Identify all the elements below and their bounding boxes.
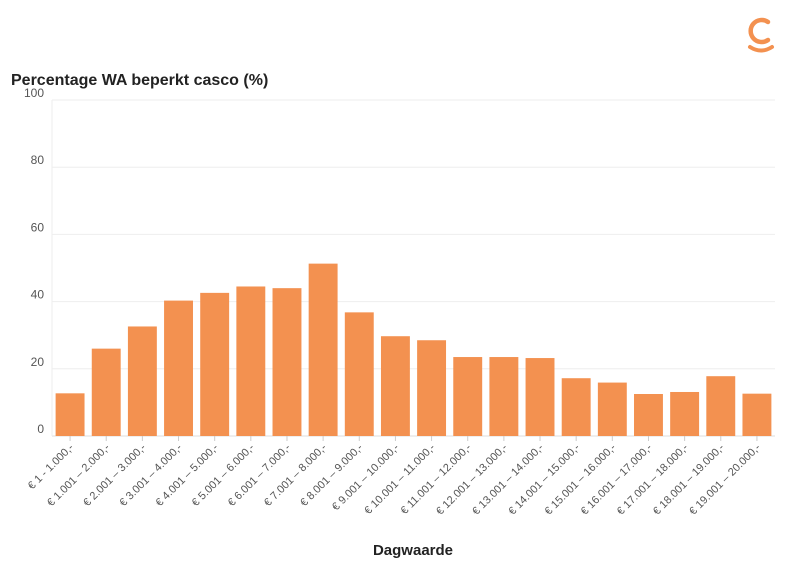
y-tick-label: 80 [31,153,45,167]
x-tick-label: € 19.001 – 20.000,- [687,441,763,517]
bar [561,378,591,436]
bar [489,357,519,436]
y-tick-label: 100 [24,86,44,100]
x-tick-label: € 4.001 – 5.000,- [153,441,221,509]
bar [453,357,483,436]
y-tick-label: 40 [31,288,45,302]
bar [706,376,736,436]
bar [236,286,266,436]
y-tick-label: 0 [37,422,44,436]
x-tick-label: € 6.001 – 7.000,- [226,441,294,509]
bar [742,393,772,436]
x-tick-label: € 3.001 – 4.000,- [117,441,185,509]
bar [272,288,302,436]
bar [417,340,447,436]
bar [164,300,193,436]
bar [200,292,230,436]
x-axis-title: Dagwaarde [373,542,453,559]
bar [670,391,700,436]
x-tick-label: € 2.001 – 3.000,- [81,441,149,509]
bar [380,336,410,436]
bar [91,348,121,436]
bar [308,263,338,436]
x-tick-label: € 5.001 – 6.000,- [190,441,258,509]
bar [634,394,663,436]
bar [525,358,555,436]
brand-logo-icon [744,14,778,54]
bar [344,312,374,436]
x-tick-label: € 8.001 – 9.000,- [298,441,366,509]
chart-title: Percentage WA beperkt casco (%) [11,72,269,89]
x-tick-label: € 9.001 – 10.000,- [330,441,402,513]
x-tick-label: € 1.001 – 2.000,- [45,441,113,509]
x-tick-label: € 7.001 – 8.000,- [262,441,330,509]
bar [55,393,85,436]
bar [597,382,627,436]
y-tick-label: 60 [31,220,45,234]
y-tick-label: 20 [31,355,45,369]
bar [127,326,157,436]
